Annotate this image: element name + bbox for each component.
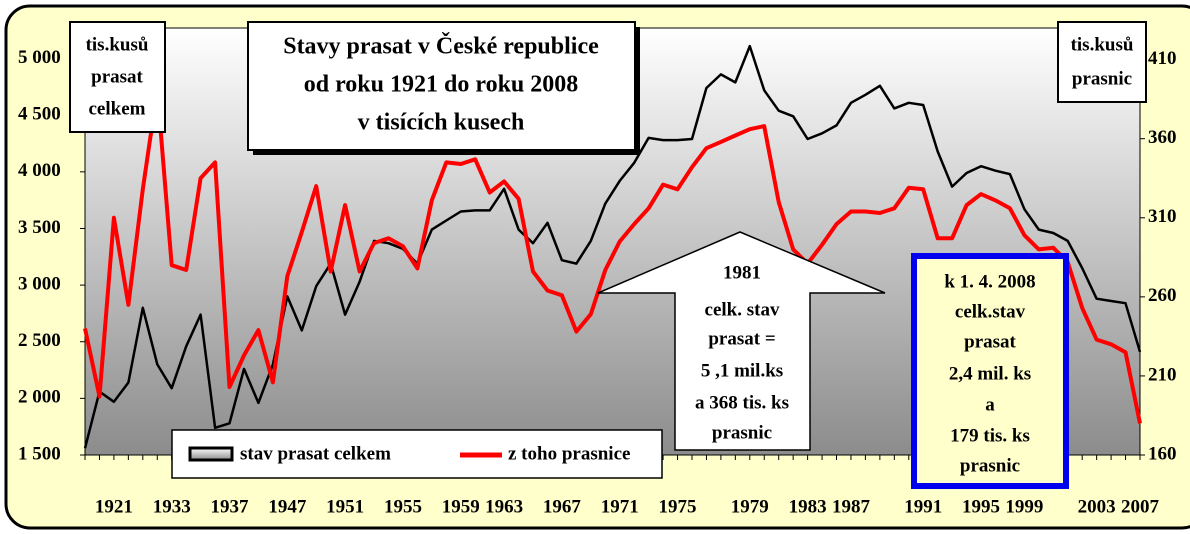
legend-swatch [188,446,234,462]
y2-label: tis.kusů [1071,34,1134,55]
title: od roku 1921 do roku 2008 [304,72,579,98]
y-tick-label: 5 000 [18,47,61,68]
y2-tick-label: 410 [1148,48,1177,69]
annotation: prasnic [960,455,1020,476]
y2-tick-label: 160 [1148,443,1177,464]
y2-label-box: tis.kusů prasnic [1057,21,1147,103]
x-tick-label: 1951 [326,496,364,517]
y-label: prasat [91,66,143,87]
x-tick-label: 1975 [659,496,697,517]
x-tick-label: 1991 [904,496,942,517]
annotation: prasat = [708,328,775,349]
x-tick-label: 1979 [731,496,769,517]
y-tick-label: 1 500 [18,443,61,464]
legend: stav prasat celkem z toho prasnice [171,429,663,479]
y2-tick-label: 310 [1148,206,1177,227]
x-tick-label: 2007 [1121,496,1160,517]
y2-label: prasnic [1072,68,1132,89]
line [83,87,1142,424]
y-tick-label: 4 500 [18,104,61,125]
box-annotation: k 1. 4. 2008 celk.stav prasat 2,4 mil. k… [911,253,1069,489]
x-tick-label: 1955 [384,496,422,517]
x-tick-label: 1971 [601,496,639,517]
annotation: 1981 [723,262,761,283]
annotation: 179 tis. ks [950,425,1030,446]
y-label: celkem [89,98,146,119]
x-tick-label: 1967 [543,496,582,517]
title-box: Stavy prasat v České republice od roku 1… [247,21,640,155]
annotation: k 1. 4. 2008 [944,271,1035,292]
annotation: prasnic [712,422,772,443]
y2-tick-label: 210 [1148,364,1177,385]
x-tick-label: 1999 [1005,496,1043,517]
x-tick-label: 1959 [442,496,480,517]
x-tick-label: 1937 [211,496,250,517]
title: v tisících kusech [358,110,525,136]
y-label: tis.kusů [86,34,149,55]
y-tick-label: 3 500 [18,217,61,238]
y2-tick-label: 360 [1148,127,1177,148]
x-tick-label: 1983 [789,496,827,517]
title: Stavy prasat v České republice [283,33,599,60]
annotation: a [985,394,995,415]
line [83,44,1142,449]
x-tick-label: 1933 [153,496,191,517]
x-tick-label: 2003 [1078,496,1116,517]
annotation: 2,4 mil. ks [949,363,1031,384]
y-tick-label: 3 000 [18,273,61,294]
y-tick-label: 2 500 [18,330,61,351]
annotation: prasat [964,331,1016,352]
annotation: a 368 tis. ks [695,392,789,413]
legend-label: z toho prasnice [508,443,630,464]
annotation: 5 ,1 mil.ks [701,360,783,381]
y-tick-label: 2 000 [18,387,61,408]
annotation: celk.stav [955,301,1026,322]
x-tick-label: 1963 [485,496,523,517]
annotation: celk. stav [705,299,780,320]
x-tick-label: 1921 [95,496,133,517]
x-tick-label: 1987 [832,496,871,517]
x-tick-label: 1947 [268,496,307,517]
y-tick-label: 4 000 [18,160,61,181]
y2-tick-label: 260 [1148,285,1177,306]
x-tick-label: 1995 [962,496,1000,517]
arrow-annotation: 1981 celk. stav prasat = 5 ,1 mil.ks a 3… [597,231,886,451]
y-label-box: tis.kusů prasat celkem [69,21,166,133]
legend-label: stav prasat celkem [240,443,391,464]
